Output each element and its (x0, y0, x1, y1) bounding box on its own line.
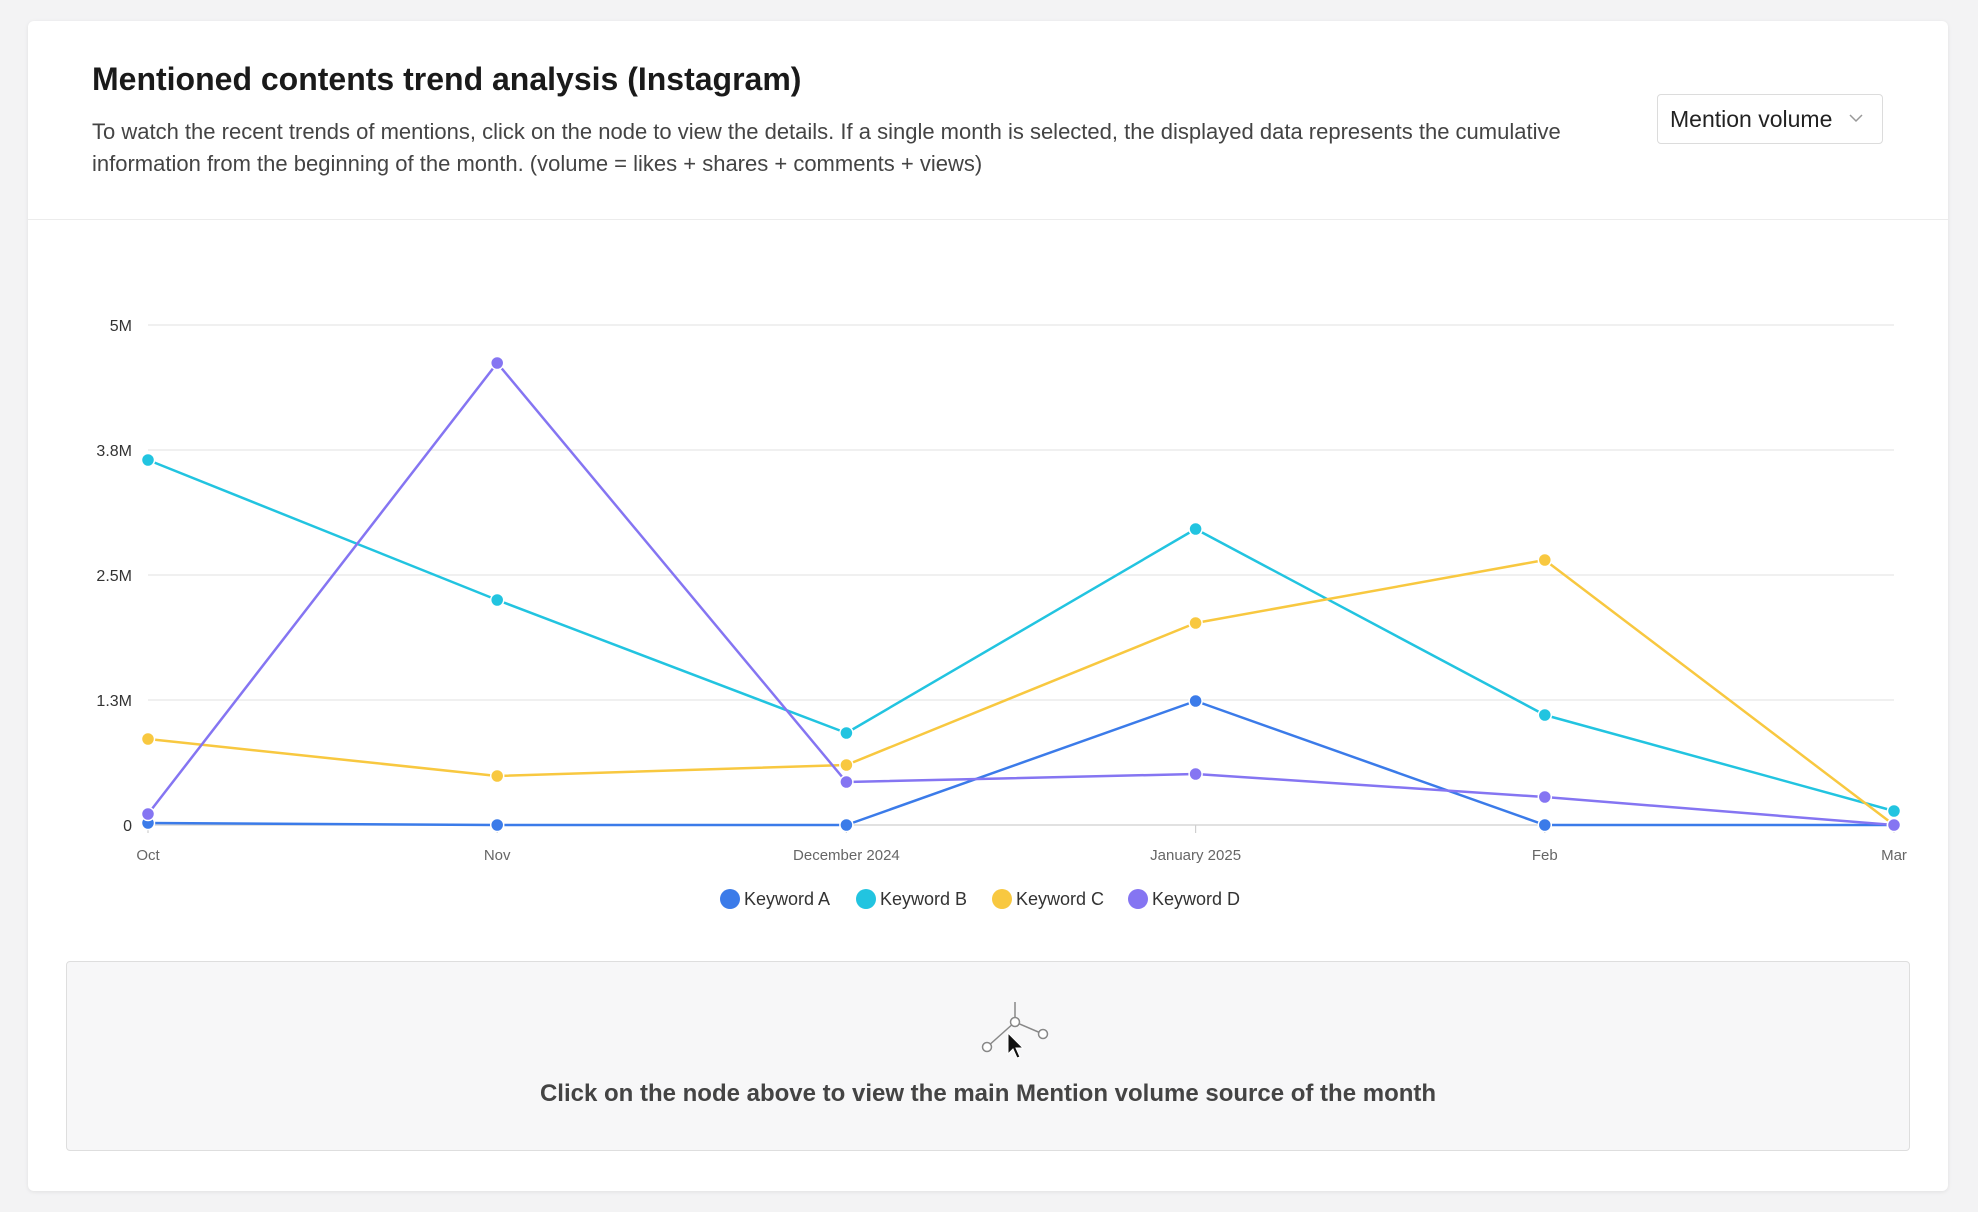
series-lines (147, 361, 1895, 827)
x-tick-label: Mar (1881, 847, 1907, 864)
data-point-keyword-a[interactable] (489, 817, 505, 833)
data-point-keyword-d[interactable] (1886, 817, 1902, 833)
data-point-keyword-b[interactable] (1188, 521, 1203, 537)
chevron-down-icon (1849, 114, 1863, 123)
data-point-keyword-b[interactable] (1537, 707, 1553, 723)
data-point-keyword-c[interactable] (489, 768, 505, 784)
source-info-box: Click on the node above to view the main… (66, 961, 1910, 1151)
legend-swatch (856, 889, 876, 909)
y-tick-label: 3.8M (96, 443, 132, 460)
series-line-keyword-a (147, 699, 1894, 827)
trend-card: Mentioned contents trend analysis (Insta… (28, 21, 1948, 1191)
y-axis-ticks: 0 1.3M 2.5M 3.8M 5M (96, 318, 132, 835)
metric-select[interactable]: Mention volume (1657, 94, 1883, 144)
legend-item-keyword-c[interactable]: Keyword C (992, 889, 1104, 909)
data-point-keyword-b[interactable] (1886, 803, 1902, 819)
y-tick-label: 2.5M (96, 568, 132, 585)
data-point-keyword-d[interactable] (1188, 766, 1203, 782)
data-point-keyword-c[interactable] (1537, 552, 1553, 568)
data-point-keyword-a[interactable] (1537, 817, 1553, 833)
line-chart: 0 1.3M 2.5M 3.8M 5M Oct Nov December 2024 Janua… (96, 318, 1907, 909)
data-point-keyword-b[interactable] (140, 452, 156, 468)
series-line-keyword-d (147, 361, 1895, 827)
data-point-keyword-c[interactable] (839, 757, 854, 773)
node-cursor-icon (981, 1002, 1049, 1059)
x-tick-label: Nov (484, 847, 511, 864)
data-point-keyword-a[interactable] (839, 817, 854, 833)
data-point-keyword-c[interactable] (140, 731, 156, 747)
card-header: Mentioned contents trend analysis (Insta… (28, 21, 1948, 220)
x-tick-label: December 2024 (793, 847, 900, 864)
legend-label: Keyword A (744, 889, 830, 909)
series-line-keyword-b (147, 458, 1895, 813)
data-point-keyword-d[interactable] (1537, 789, 1553, 805)
legend-label: Keyword C (1016, 889, 1104, 909)
chart-description: To watch the recent trends of mentions, … (92, 119, 1561, 176)
series-line-keyword-c (147, 558, 1895, 826)
data-point-keyword-d[interactable] (489, 355, 505, 371)
data-point-keyword-c[interactable] (1188, 615, 1203, 631)
info-text: Click on the node above to view the main… (539, 1080, 1437, 1107)
y-tick-label: 0 (123, 818, 132, 835)
data-point-keyword-a[interactable] (1188, 693, 1203, 709)
page-title: Mentioned contents trend analysis (Insta… (92, 61, 802, 97)
legend-label: Keyword D (1152, 889, 1240, 909)
legend-swatch (1128, 889, 1148, 909)
chart-legend: Keyword A Keyword B Keyword C Keyword D (720, 889, 1240, 909)
y-tick-label: 1.3M (96, 693, 132, 710)
legend-item-keyword-a[interactable]: Keyword A (720, 889, 830, 909)
legend-label: Keyword B (880, 889, 967, 909)
legend-item-keyword-d[interactable]: Keyword D (1128, 889, 1240, 909)
data-point-keyword-b[interactable] (839, 725, 854, 741)
x-axis-ticks: Oct Nov December 2024 January 2025 Feb Mar (136, 825, 1907, 864)
series-points (140, 355, 1902, 833)
grid-lines (148, 324, 1894, 826)
data-point-keyword-b[interactable] (489, 592, 505, 608)
legend-swatch (720, 889, 740, 909)
x-tick-label: January 2025 (1150, 847, 1241, 864)
data-point-keyword-d[interactable] (839, 774, 854, 790)
x-tick-label: Feb (1532, 847, 1558, 864)
legend-item-keyword-b[interactable]: Keyword B (856, 889, 967, 909)
y-tick-label: 5M (110, 318, 132, 335)
metric-select-value: Mention volume (1670, 105, 1833, 132)
data-point-keyword-d[interactable] (140, 806, 156, 822)
legend-swatch (992, 889, 1012, 909)
x-tick-label: Oct (136, 847, 160, 864)
